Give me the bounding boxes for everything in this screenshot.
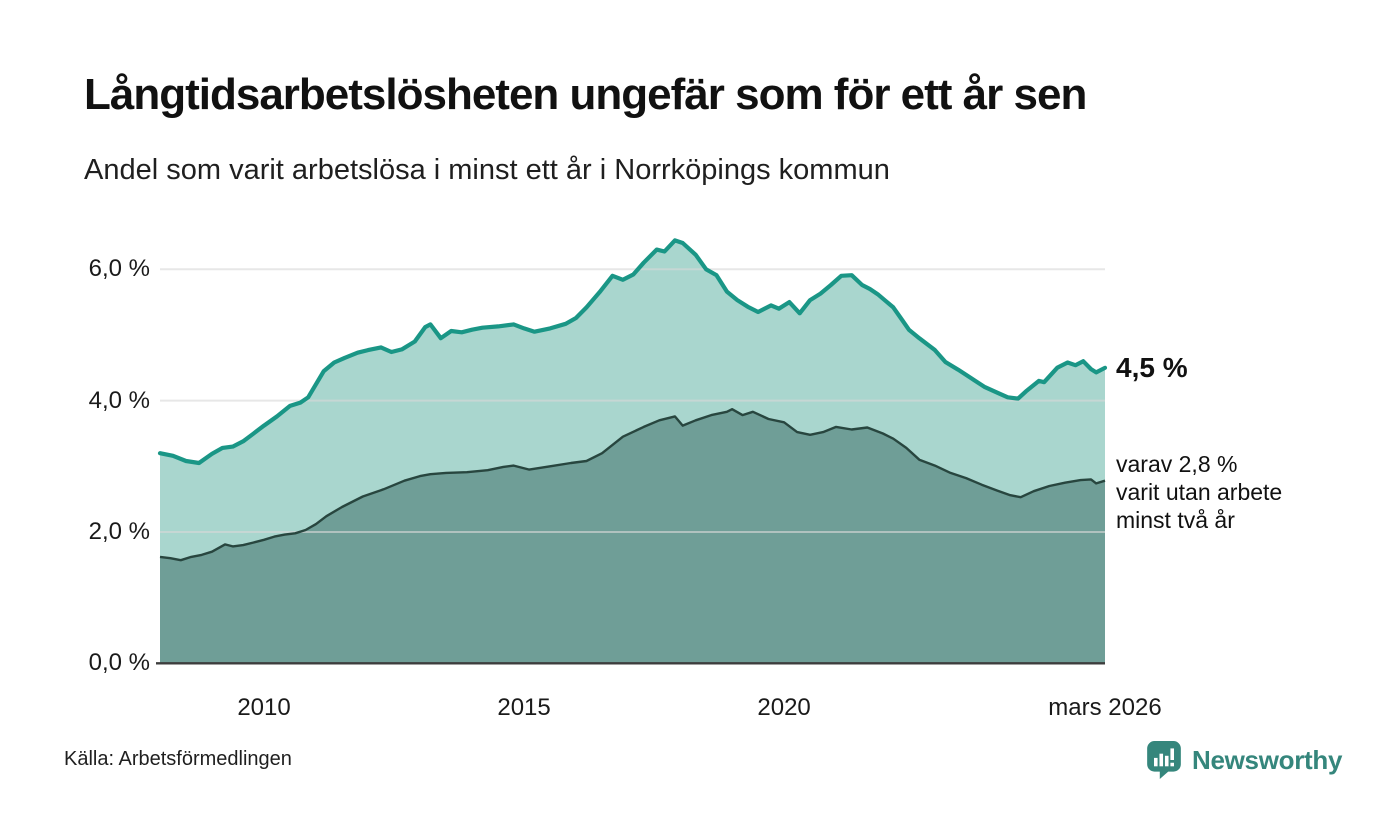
x-axis-tick: 2015 xyxy=(497,694,551,721)
newsworthy-wordmark: Newsworthy xyxy=(1192,744,1343,775)
subset-label-line: varav 2,8 % xyxy=(1116,451,1238,477)
x-axis-tick: 2020 xyxy=(757,694,811,721)
x-axis-tick: 2010 xyxy=(237,694,291,721)
subset-label-line: varit utan arbete xyxy=(1116,479,1283,505)
newsworthy-logo: Newsworthy xyxy=(1146,740,1342,780)
newsworthy-logo-icon xyxy=(1147,741,1181,779)
area-subset xyxy=(160,409,1105,664)
source-text: Källa: Arbetsförmedlingen xyxy=(64,748,292,770)
y-axis-tick: 6,0 % xyxy=(88,255,150,283)
y-axis-tick: 4,0 % xyxy=(88,386,150,414)
subset-value-label: varav 2,8 % varit utan arbete minst två … xyxy=(1116,450,1282,534)
total-value-label: 4,5 % xyxy=(1116,352,1188,383)
y-axis-tick: 0,0 % xyxy=(88,649,150,677)
page-title: Långtidsarbetslösheten ungefär som för e… xyxy=(84,70,1087,119)
y-axis-tick: 2,0 % xyxy=(88,517,150,545)
line-subset xyxy=(159,408,1106,562)
page-subtitle: Andel som varit arbetslösa i minst ett å… xyxy=(84,154,890,186)
line-total xyxy=(157,238,1108,466)
subset-label-line: minst två år xyxy=(1116,507,1235,533)
x-axis-tick: mars 2026 xyxy=(1048,694,1162,721)
